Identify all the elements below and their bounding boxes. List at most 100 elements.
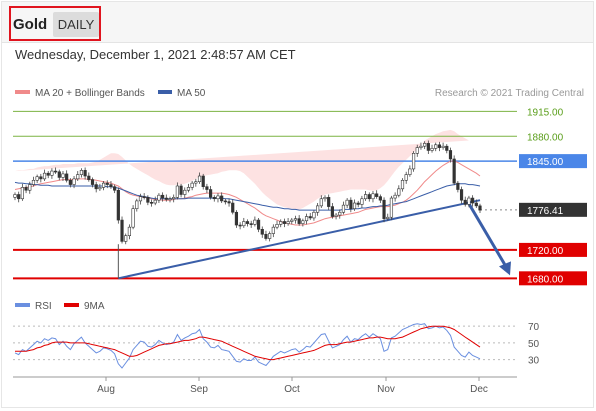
candle-body xyxy=(138,196,143,202)
candle-body xyxy=(24,187,28,191)
x-tick-label-Aug: Aug xyxy=(97,384,115,395)
bollinger-band xyxy=(15,129,469,210)
candle-body xyxy=(35,176,39,181)
candle-body xyxy=(94,184,98,190)
rsi-tick-70: 70 xyxy=(528,322,540,333)
candle-body xyxy=(434,144,438,149)
legend-label-rsi: RSI xyxy=(35,301,52,312)
candle-body xyxy=(249,223,253,225)
projection-arrow-head xyxy=(499,261,511,276)
candle-body xyxy=(371,193,375,200)
candle-body xyxy=(17,194,21,200)
candle-body xyxy=(459,189,464,201)
candle-body xyxy=(161,194,165,199)
candle-body xyxy=(194,181,198,184)
candle-body xyxy=(393,194,397,199)
candle-body xyxy=(216,195,220,200)
candle-body xyxy=(13,194,17,198)
legend-swatch-ma50 xyxy=(158,90,172,94)
candle-body xyxy=(227,201,231,204)
main-legend: MA 20 + Bollinger Bands MA 50 Research ©… xyxy=(15,88,584,99)
candle-body xyxy=(231,202,235,213)
level-label-1776.41: 1776.41 xyxy=(527,206,564,217)
level-lines xyxy=(13,110,517,280)
period-button[interactable]: DAILY xyxy=(53,12,99,37)
candle-body xyxy=(168,198,172,201)
candle-body xyxy=(437,144,441,148)
candle-body xyxy=(356,202,360,205)
candle-body xyxy=(175,185,179,198)
trendline-0 xyxy=(118,199,481,280)
candle-body xyxy=(90,179,95,185)
title-highlight-box xyxy=(9,6,101,41)
level-tag-1776.41 xyxy=(519,202,587,217)
level-tag-1720.00 xyxy=(519,242,587,257)
bollinger-band-layer xyxy=(15,129,469,210)
candle-body xyxy=(57,171,61,178)
candle-body xyxy=(54,170,58,173)
candle-body xyxy=(223,200,227,203)
projection-arrow-shaft xyxy=(467,202,509,270)
x-tick-label-Dec: Dec xyxy=(470,384,488,395)
candle-body xyxy=(463,199,467,205)
candle-body xyxy=(135,200,139,210)
level-label-1915.00: 1915.00 xyxy=(527,107,564,118)
level-tag-1680.00 xyxy=(519,271,587,286)
candle-body xyxy=(397,188,401,196)
candle-body xyxy=(411,153,416,170)
candle-body xyxy=(286,221,290,224)
candle-body xyxy=(238,224,242,227)
legend-swatch-ma20 xyxy=(15,90,30,94)
legend-label-9ma: 9MA xyxy=(84,301,105,312)
candle-body xyxy=(31,179,36,185)
x-tick-label-Nov: Nov xyxy=(377,384,395,395)
level-label-1880.00: 1880.00 xyxy=(527,132,564,143)
candle-body xyxy=(423,143,427,147)
candle-body xyxy=(474,202,478,207)
candle-body xyxy=(426,143,430,151)
candle-body xyxy=(279,221,283,225)
legend-swatch-rsi xyxy=(15,303,30,307)
legend-label-ma50: MA 50 xyxy=(177,88,206,99)
candle-body xyxy=(375,193,379,197)
candle-body xyxy=(87,175,91,180)
candle-body xyxy=(109,184,113,187)
candle-body xyxy=(312,211,316,219)
rsi-panel: 70 50 30 xyxy=(13,322,540,369)
candle-body xyxy=(349,199,353,210)
candle-body xyxy=(212,197,216,200)
candle-body xyxy=(120,219,124,242)
candle-body xyxy=(179,185,183,195)
candle-body xyxy=(72,178,76,185)
candle-body xyxy=(253,219,257,225)
level-tag-1845.00 xyxy=(519,154,587,169)
candle-body xyxy=(293,218,298,221)
candle-body xyxy=(209,189,213,198)
candle-body xyxy=(467,197,471,205)
rsi-ma-line xyxy=(15,325,481,361)
candle-body xyxy=(448,150,453,160)
candle-body xyxy=(220,195,224,202)
trendline-layer xyxy=(117,199,511,280)
level-label-1680.00: 1680.00 xyxy=(527,274,564,285)
candlestick-series xyxy=(13,140,482,245)
candle-body xyxy=(319,198,323,207)
candle-body xyxy=(20,187,24,200)
rsi-legend: RSI 9MA xyxy=(15,301,105,312)
candle-body xyxy=(142,196,146,198)
candle-body xyxy=(341,204,346,213)
candle-body xyxy=(131,208,135,228)
candle-body xyxy=(360,198,364,205)
candle-body xyxy=(430,148,434,151)
candle-body xyxy=(113,186,117,191)
candle-body xyxy=(456,182,460,190)
candle-body xyxy=(304,216,309,222)
rsi-tick-50: 50 xyxy=(528,339,540,350)
candle-body xyxy=(290,219,294,222)
candle-body xyxy=(42,172,47,180)
candle-body xyxy=(205,186,209,190)
candle-body xyxy=(352,202,357,210)
candle-body xyxy=(61,173,65,178)
ma50-line xyxy=(14,181,481,211)
